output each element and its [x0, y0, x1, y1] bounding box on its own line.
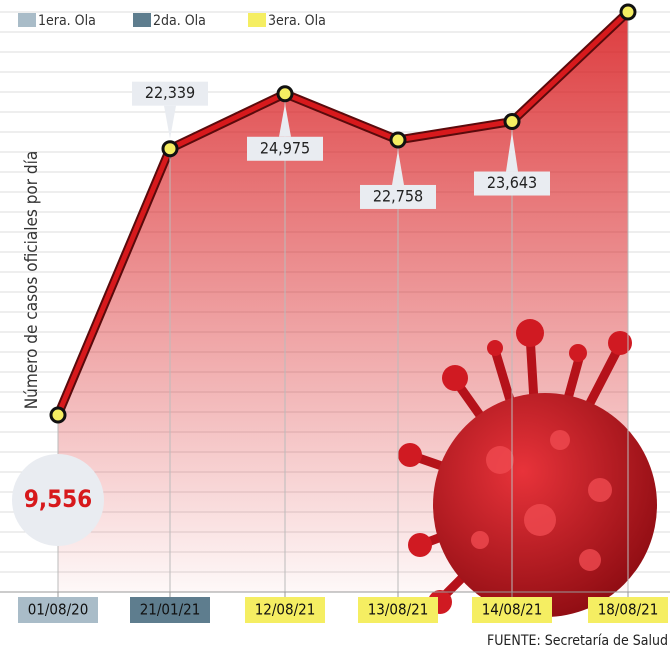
legend-swatch [248, 13, 266, 27]
page: Número de casos oficiales por día FUENTE… [0, 0, 670, 654]
point [505, 115, 519, 129]
point [391, 133, 405, 147]
x-tick-label: 14/08/21 [482, 601, 543, 619]
x-tick-label: 18/08/21 [598, 601, 659, 619]
x-tick-label: 13/08/21 [368, 601, 429, 619]
value-label: 23,643 [487, 173, 537, 192]
legend-label: 2da. Ola [153, 13, 206, 29]
chart: Número de casos oficiales por día FUENTE… [0, 0, 670, 654]
x-tick-label: 01/08/20 [28, 601, 89, 619]
value-label: 22,758 [373, 186, 423, 205]
point [278, 87, 292, 101]
source: FUENTE: Secretaría de Salud [487, 633, 668, 649]
point [51, 408, 65, 422]
legend-label: 3era. Ola [268, 13, 326, 29]
value-label: 9,556 [24, 485, 92, 513]
point [163, 142, 177, 156]
point [621, 5, 635, 19]
y-axis-label: Número de casos oficiales por día [22, 151, 42, 410]
value-label: 24,975 [260, 138, 310, 157]
legend-label: 1era. Ola [38, 13, 96, 29]
x-tick-label: 12/08/21 [255, 601, 316, 619]
x-tick-label: 21/01/21 [140, 601, 201, 619]
legend-swatch [133, 13, 151, 27]
legend-swatch [18, 13, 36, 27]
value-label: 22,339 [145, 83, 195, 102]
